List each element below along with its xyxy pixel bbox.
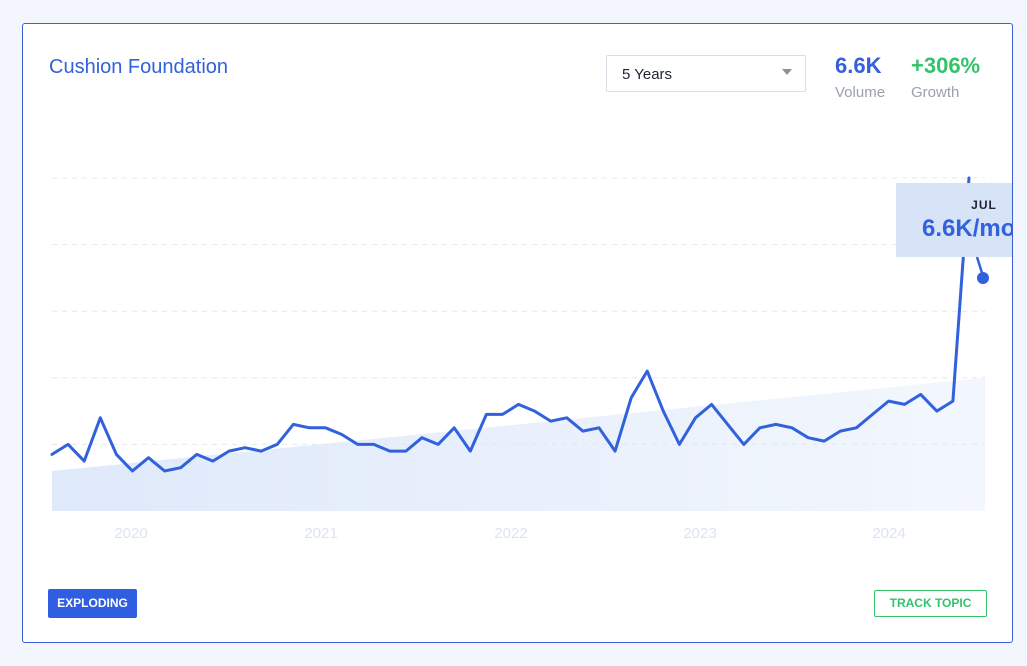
exploding-badge: EXPLODING	[48, 589, 137, 618]
x-tick-label: 2024	[872, 525, 905, 542]
growth-label: Growth	[911, 84, 960, 101]
trend-chart: 2020 2021 2022 2023 2024	[50, 176, 989, 542]
x-tick-label: 2021	[304, 525, 337, 542]
chart-tooltip: JUL 6.6K/mo	[896, 183, 1013, 257]
timeframe-select[interactable]: 5 Years	[606, 55, 806, 92]
tooltip-month: JUL	[971, 198, 997, 212]
series-line	[50, 176, 971, 473]
volume-label: Volume	[835, 84, 886, 101]
x-tick-label: 2020	[114, 525, 147, 542]
growth-stat: +306% Growth	[911, 52, 980, 101]
volume-stat: 6.6K Volume	[835, 52, 885, 101]
timeframe-value: 5 Years	[622, 66, 673, 83]
topic-title: Cushion Foundation	[49, 56, 229, 78]
x-tick-label: 2022	[494, 525, 527, 542]
trend-area	[52, 377, 985, 511]
chevron-down-icon	[782, 69, 792, 75]
volume-value: 6.6K	[835, 53, 882, 78]
trend-card: Cushion Foundation 5 Years 6.6K Volume +…	[22, 23, 1013, 643]
tooltip-value: 6.6K/mo	[922, 215, 1013, 242]
growth-value: +306%	[911, 53, 981, 78]
tooltip-marker	[977, 272, 989, 284]
x-tick-label: 2023	[683, 525, 716, 542]
track-topic-button[interactable]: TRACK TOPIC	[874, 590, 987, 617]
